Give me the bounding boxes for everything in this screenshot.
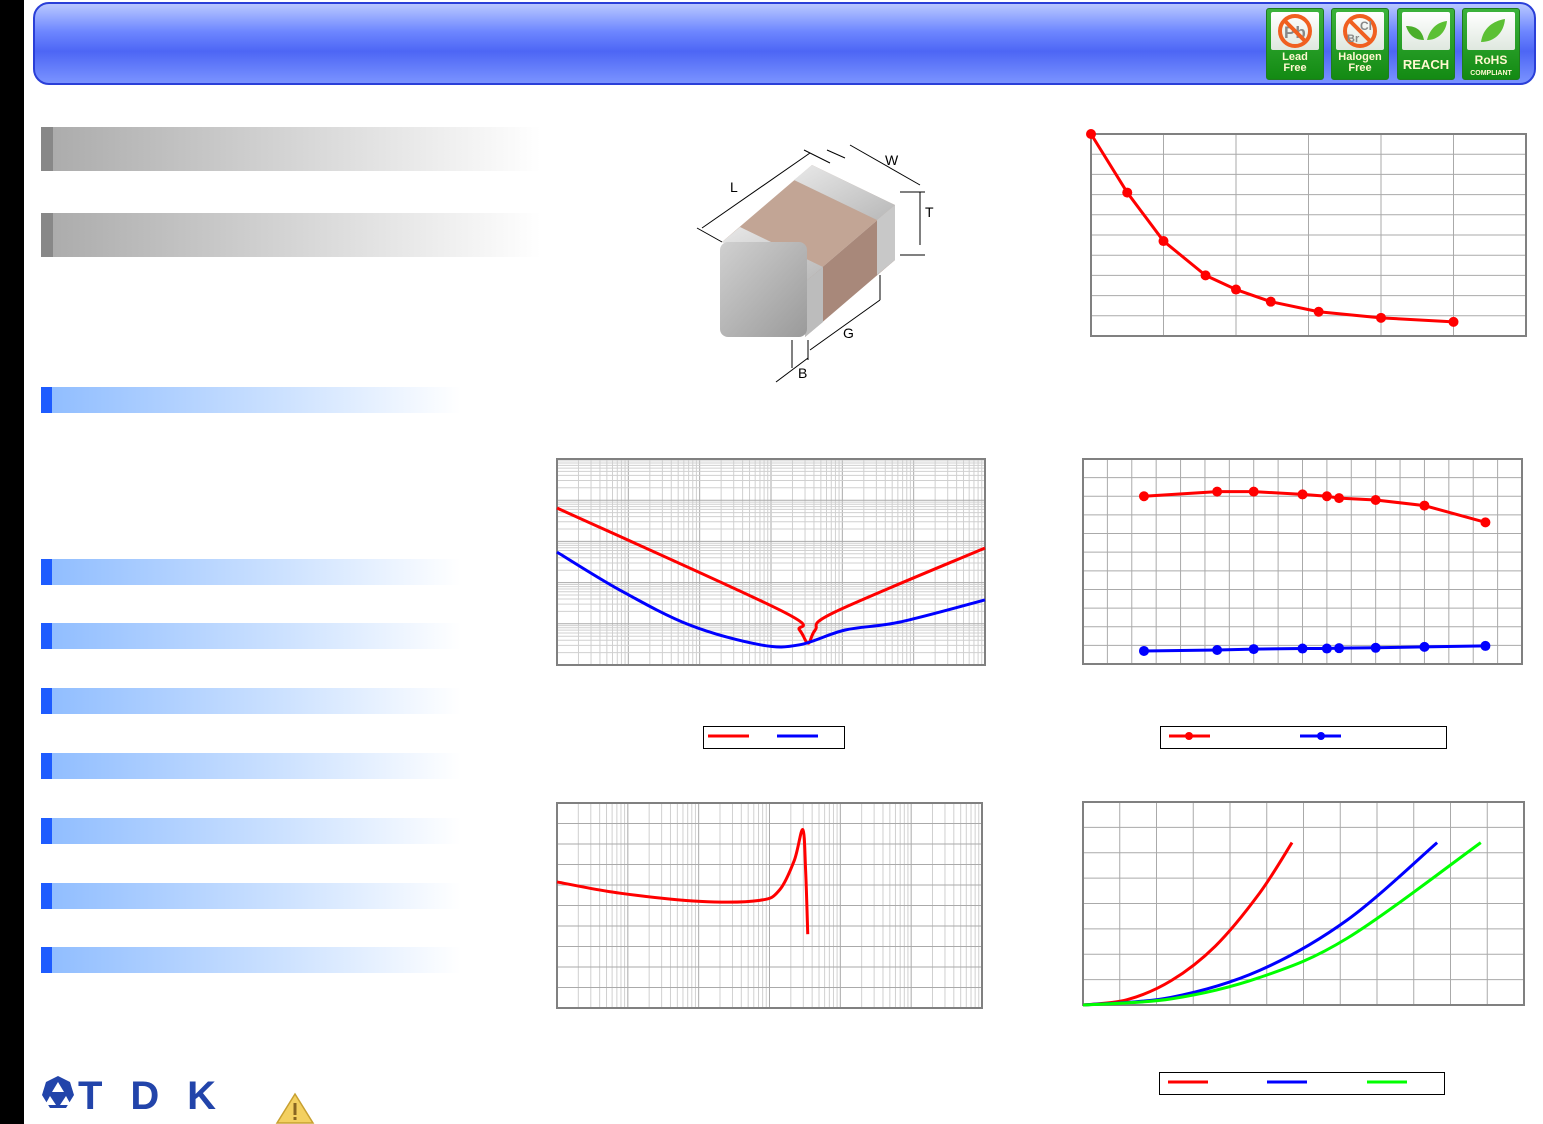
- chart-1: [1086, 129, 1527, 337]
- data-point: [1448, 316, 1459, 327]
- data-point: [1313, 306, 1324, 317]
- section-header-blue: [41, 883, 461, 909]
- badge-label: REACH: [1402, 57, 1450, 72]
- dimension-label-l: L: [730, 179, 738, 195]
- series-line-0: [1089, 133, 1454, 324]
- data-point: [1200, 270, 1211, 281]
- data-point: [1265, 296, 1276, 307]
- badge-label: RoHS COMPLIANT: [1470, 53, 1512, 77]
- right-terminal-side: [877, 205, 895, 275]
- plot-frame: [1082, 458, 1523, 665]
- data-point: [1086, 129, 1096, 139]
- data-point: [1297, 643, 1308, 654]
- data-point: [1321, 643, 1332, 654]
- data-point: [1480, 640, 1491, 651]
- data-point: [1370, 495, 1381, 505]
- data-point: [1376, 312, 1386, 323]
- left-black-strip: [0, 0, 24, 1124]
- legend-swatch-blue: [1317, 732, 1325, 740]
- data-point: [1370, 642, 1381, 653]
- data-point: [1212, 486, 1223, 497]
- left-terminal-front: [720, 242, 807, 337]
- data-point: [1138, 645, 1149, 656]
- data-point: [1480, 517, 1491, 528]
- svg-text:TDK: TDK: [78, 1074, 216, 1114]
- leaf-icon: [1467, 12, 1515, 50]
- halogen-free-badge: Br Cl Halogen Free: [1331, 8, 1389, 80]
- chart-3: [1082, 458, 1523, 665]
- data-point: [1248, 486, 1259, 497]
- plot-frame: [1090, 133, 1527, 337]
- section-header-gray: [41, 127, 541, 171]
- chart-5-legend: [1159, 1072, 1445, 1095]
- no-lead-icon: Pb: [1271, 12, 1319, 50]
- data-point: [1248, 644, 1259, 655]
- section-header-blue: [41, 387, 461, 413]
- no-halogen-icon: Br Cl: [1336, 12, 1384, 50]
- warning-icon: [275, 1092, 315, 1124]
- chart-2: [556, 458, 986, 666]
- chip-dimension-diagram: L W T G B: [696, 144, 934, 383]
- section-header-blue: [41, 947, 461, 973]
- series-line-1: [1082, 841, 1439, 1007]
- dimension-label-w: W: [885, 152, 899, 168]
- dimension-label-g: G: [843, 325, 854, 341]
- section-header-blue: [41, 753, 461, 779]
- rohs-badge: RoHS COMPLIANT: [1462, 8, 1520, 80]
- plot-frame: [556, 458, 986, 666]
- plot-frame: [1082, 801, 1525, 1006]
- badge-label: Halogen Free: [1338, 51, 1382, 74]
- data-point: [1334, 493, 1345, 504]
- data-point: [1212, 645, 1223, 656]
- series-line-2: [1082, 841, 1482, 1007]
- data-point: [1138, 491, 1149, 502]
- left-terminal-side: [805, 267, 823, 337]
- section-header-blue: [41, 623, 461, 649]
- section-header-blue: [41, 688, 461, 714]
- series-line-1: [556, 550, 986, 649]
- chart-4: [556, 802, 983, 1009]
- chip-body-side: [805, 205, 895, 337]
- data-point: [1334, 643, 1345, 654]
- data-point: [1122, 187, 1133, 198]
- series-line-0: [1082, 841, 1294, 1007]
- right-terminal-top: [794, 165, 895, 220]
- svg-text:Cl: Cl: [1360, 19, 1372, 33]
- dimension-label-b: B: [798, 365, 807, 381]
- data-point: [1158, 236, 1169, 247]
- data-point: [1297, 489, 1308, 500]
- chart-3-legend: [1160, 726, 1447, 749]
- plot-frame: [556, 802, 983, 1009]
- dimension-label-t: T: [925, 204, 934, 220]
- series-line-0: [556, 828, 810, 935]
- data-point: [1419, 500, 1430, 511]
- legend-swatch-red: [1185, 732, 1193, 740]
- svg-text:Br: Br: [1347, 33, 1360, 45]
- leaves-icon: [1402, 12, 1450, 50]
- reach-badge: REACH: [1397, 8, 1455, 80]
- data-point: [1419, 641, 1430, 652]
- data-point: [1231, 284, 1241, 295]
- tdk-logo: TDK: [40, 1074, 220, 1119]
- badge-label: Lead Free: [1282, 51, 1308, 74]
- section-header-gray: [41, 213, 541, 257]
- chart-2-legend: [703, 726, 845, 749]
- data-point: [1321, 491, 1332, 502]
- section-header-blue: [41, 559, 461, 585]
- section-header-blue: [41, 818, 461, 844]
- series-line-1: [1143, 644, 1486, 653]
- chart-5: [1082, 801, 1525, 1007]
